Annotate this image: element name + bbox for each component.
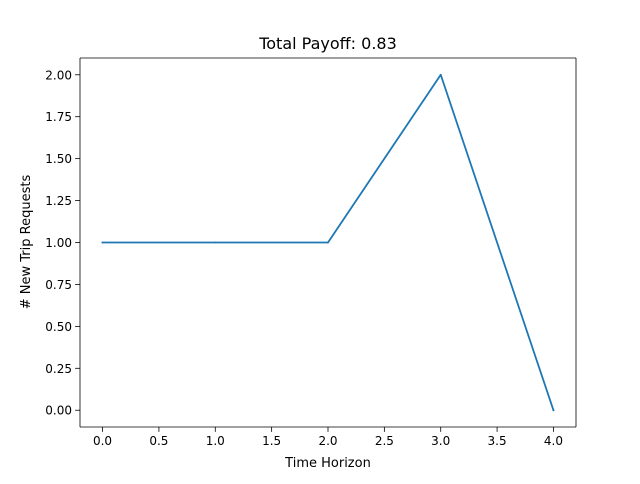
y-tick-label: 1.00 (45, 236, 72, 250)
data-point (552, 409, 555, 412)
x-axis-ticks: 0.0 0.5 1.0 1.5 2.0 2.5 3.0 3.5 4.0 (93, 427, 563, 448)
x-tick-label: 3.5 (488, 434, 507, 448)
data-point (327, 241, 329, 244)
series-layer (101, 73, 555, 412)
y-tick-label: 1.75 (45, 110, 72, 124)
x-tick-label: 4.0 (544, 434, 563, 448)
y-tick-label: 0.75 (45, 278, 72, 292)
y-axis-label: # New Trip Requests (19, 175, 34, 310)
y-tick-label: 0.00 (45, 404, 72, 418)
x-tick-label: 0.5 (149, 434, 168, 448)
x-tick-label: 1.0 (206, 434, 225, 448)
x-tick-label: 1.5 (262, 434, 281, 448)
x-tick-label: 3.0 (431, 434, 450, 448)
chart-title: Total Payoff: 0.83 (258, 34, 397, 53)
y-tick-label: 0.25 (45, 362, 72, 376)
y-tick-label: 1.50 (45, 152, 72, 166)
y-tick-label: 1.25 (45, 194, 72, 208)
x-tick-label: 2.0 (318, 434, 337, 448)
axes-frame (79, 57, 577, 428)
x-tick-label: 2.5 (375, 434, 394, 448)
x-tick-label: 0.0 (93, 434, 112, 448)
y-tick-label: 0.50 (45, 320, 72, 334)
y-tick-label: 2.00 (45, 68, 72, 82)
y-axis-ticks: 0.00 0.25 0.50 0.75 1.00 1.25 1.50 1.75 2.00 (45, 68, 80, 418)
data-point (214, 241, 217, 244)
data-point (101, 241, 104, 244)
data-point (439, 73, 442, 76)
x-axis-label: Time Horizon (284, 456, 371, 471)
